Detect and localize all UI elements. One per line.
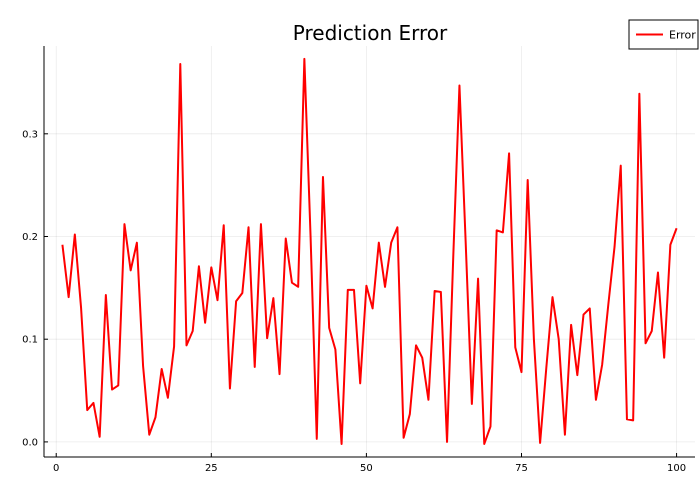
- y-tick-label: 0.1: [22, 335, 38, 346]
- x-tick-label: 75: [515, 463, 528, 474]
- y-tick-label: 0.2: [22, 232, 38, 243]
- x-tick-label: 50: [360, 463, 373, 474]
- grid-lines: [44, 46, 695, 457]
- y-tick-label: 0.0: [22, 437, 38, 448]
- axes: [43, 46, 695, 458]
- x-tick-label: 0: [53, 463, 59, 474]
- legend-label: Error: [669, 29, 696, 42]
- tick-labels: 0 25 50 75 100 0.0 0.1 0.2 0.3: [22, 129, 686, 474]
- x-tick-label: 25: [205, 463, 218, 474]
- chart-title: Prediction Error: [293, 21, 448, 45]
- legend: Error: [628, 19, 699, 50]
- x-tick-label: 100: [667, 463, 686, 474]
- y-tick-label: 0.3: [22, 129, 38, 140]
- series-layer: [61, 57, 678, 445]
- series-line-error: [61, 57, 678, 445]
